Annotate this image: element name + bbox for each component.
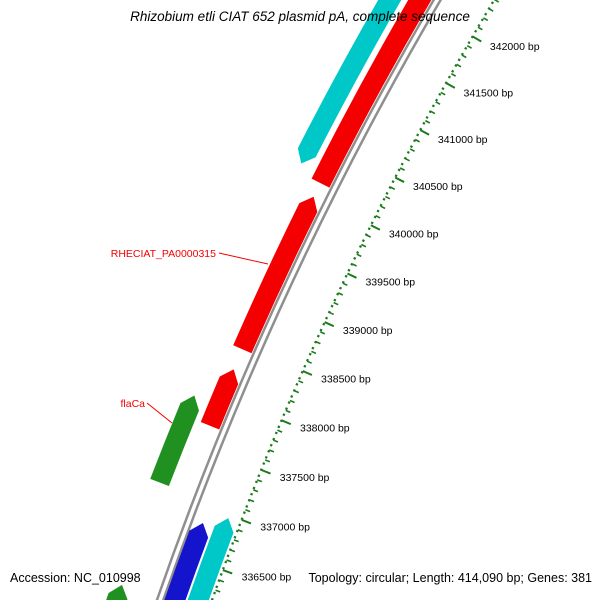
ruler-minor-tick (215, 589, 221, 593)
ruler-label: 340000 bp (389, 229, 439, 241)
ruler-minor-tick (249, 499, 255, 503)
ruler-label: 341500 bp (464, 87, 514, 99)
ruler-minor-tick (375, 214, 381, 219)
gene-arc[interactable] (176, 518, 234, 600)
ruler-label: 339500 bp (365, 277, 415, 289)
ruler-minor-tick (333, 301, 339, 306)
ruler-minor-tick (461, 54, 467, 59)
ruler-minor-tick (233, 539, 239, 543)
gene-label-flaCa[interactable]: flaCa (120, 398, 145, 410)
ruler-minor-tick (409, 148, 415, 153)
gene-arc[interactable] (93, 584, 128, 600)
gene-arc[interactable] (200, 369, 239, 430)
ruler-label: 337500 bp (280, 472, 330, 484)
ruler-minor-tick (483, 17, 489, 22)
ruler-minor-tick (356, 253, 362, 258)
ruler-minor-tick (293, 389, 300, 394)
ruler-ring: 342000 bp 341500 bp 341000 bp 340500 bp 3400… (210, 0, 540, 600)
ruler-minor-tick (440, 91, 446, 96)
ruler-major-tick (445, 82, 456, 89)
ruler-major-tick (370, 224, 381, 231)
backbone-line (155, 0, 436, 600)
ruler-minor-tick (365, 234, 372, 238)
ruler-minor-tick (337, 292, 344, 296)
ruler-minor-tick (226, 559, 232, 563)
ruler-minor-tick (404, 157, 410, 162)
ruler-minor-tick (289, 399, 295, 404)
gene-arc-flaCa[interactable] (150, 395, 199, 487)
ruler-minor-tick (285, 409, 291, 414)
map-title: Rhizobium etli CIAT 652 plasmid pA, comp… (130, 9, 470, 24)
ruler-major-tick (394, 176, 405, 183)
ruler-major-tick (222, 569, 233, 575)
feature-arcs (93, 0, 460, 600)
ruler-minor-tick (435, 101, 441, 105)
ruler-minor-tick (306, 360, 312, 364)
ruler-minor-tick (298, 380, 304, 384)
ruler-minor-tick (311, 350, 317, 355)
ruler-major-tick (347, 272, 357, 279)
gene-label-RHECIAT_PA0000315[interactable]: RHECIAT_PA0000315 (111, 248, 216, 260)
ruler-major-tick (472, 35, 482, 43)
ruler-label: 342000 bp (490, 41, 540, 53)
ruler-minor-tick (252, 489, 259, 493)
ruler-minor-tick (477, 26, 483, 31)
ruler-minor-tick (315, 340, 321, 345)
ruler-major-tick (324, 321, 335, 328)
ruler-major-tick (281, 419, 292, 426)
ruler-label: 340500 bp (413, 181, 463, 193)
ruler-minor-tick (277, 429, 283, 433)
ruler-minor-tick (430, 110, 436, 115)
ruler-label: 338000 bp (300, 423, 350, 435)
ruler-minor-tick (466, 45, 472, 49)
ruler-minor-tick (488, 7, 494, 12)
ruler-major-tick (419, 129, 430, 136)
feature-labels: RHECIAT_PA0000315 flaCa (111, 248, 269, 424)
ruler-minor-tick (389, 186, 396, 191)
accession-text: Accession: NC_010998 (10, 571, 141, 585)
gene-arc[interactable] (155, 522, 209, 600)
ruler-label: 339000 bp (343, 325, 393, 337)
ruler-minor-tick (456, 63, 462, 68)
ruler-major-tick (302, 370, 313, 376)
ruler-minor-tick (268, 449, 275, 453)
ruler-minor-tick (245, 509, 251, 513)
ruler-minor-tick (414, 138, 420, 143)
backbone-line (162, 0, 443, 600)
gene-label-leader-line (146, 402, 173, 424)
ruler-label: 337000 bp (260, 521, 310, 533)
ruler-minor-tick (256, 479, 263, 483)
ruler-minor-tick (493, 0, 500, 3)
ruler-minor-tick (424, 119, 431, 124)
ruler-minor-tick (361, 243, 367, 248)
ruler-major-tick (260, 468, 271, 475)
ruler-minor-tick (328, 311, 335, 316)
ruler-minor-tick (380, 205, 386, 210)
ruler-minor-tick (264, 459, 271, 463)
ruler-label: 338500 bp (321, 374, 371, 386)
ruler-minor-tick (218, 579, 225, 583)
topology-text: Topology: circular; Length: 414,090 bp; … (308, 571, 592, 585)
ruler-minor-tick (229, 549, 236, 553)
ruler-minor-tick (399, 167, 405, 171)
gene-arc[interactable] (297, 0, 437, 164)
ruler-label: 336500 bp (242, 571, 292, 583)
backbone-ring (155, 0, 443, 600)
gene-arc-RHECIAT_PA0000315[interactable] (233, 196, 318, 354)
ruler-minor-tick (351, 263, 357, 267)
ruler-minor-tick (385, 195, 391, 200)
ruler-major-tick (241, 518, 252, 525)
gene-label-leader-line (218, 252, 269, 265)
ruler-label: 341000 bp (438, 134, 488, 146)
ruler-minor-tick (237, 529, 243, 533)
gene-arc[interactable] (311, 0, 460, 188)
ruler-minor-tick (450, 72, 457, 77)
ruler-minor-tick (342, 282, 348, 287)
ruler-minor-tick (273, 439, 279, 443)
ruler-minor-tick (319, 331, 326, 335)
